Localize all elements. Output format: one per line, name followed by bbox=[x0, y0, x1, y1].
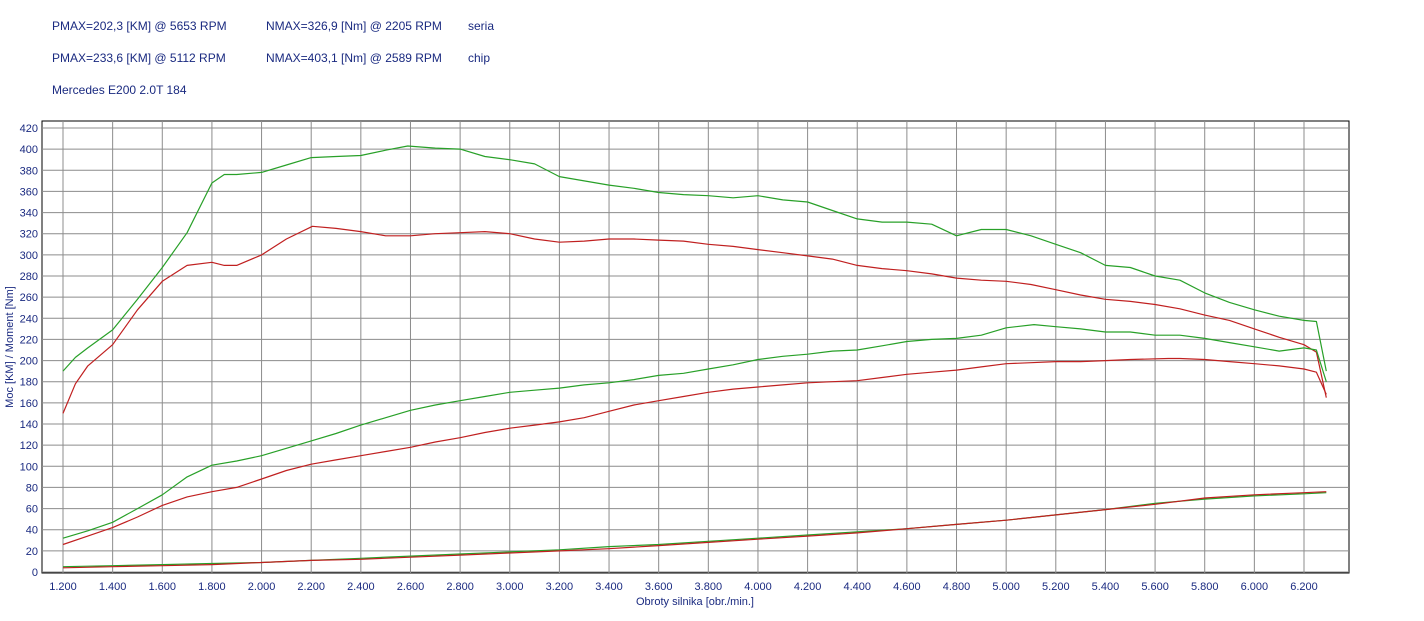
y-tick-label: 300 bbox=[20, 250, 38, 262]
y-tick-label: 120 bbox=[20, 440, 38, 452]
torque-stock-line bbox=[62, 225, 1327, 414]
x-tick-label: 5.400 bbox=[1092, 581, 1120, 593]
y-tick-label: 0 bbox=[32, 567, 38, 579]
y-tick-labels: 0 20 40 60 80 100 120 140 160 180 200 220 240 260 280 3… bbox=[20, 123, 38, 579]
y-tick-label: 200 bbox=[20, 356, 38, 368]
x-tick-label: 2.200 bbox=[297, 581, 325, 593]
y-tick-label: 140 bbox=[20, 419, 38, 431]
y-tick-label: 220 bbox=[20, 334, 38, 346]
x-tick-label: 4.400 bbox=[843, 581, 871, 593]
series-lines bbox=[62, 145, 1327, 569]
y-tick-label: 360 bbox=[20, 186, 38, 198]
power-stock-line bbox=[62, 357, 1327, 546]
x-axis-label: Obroty silnika [obr./min.] bbox=[636, 596, 754, 608]
grid bbox=[42, 121, 1349, 573]
label-chip: chip bbox=[468, 51, 491, 65]
y-tick-label: 100 bbox=[20, 461, 38, 473]
y-tick-label: 20 bbox=[26, 546, 38, 558]
x-tick-label: 3.600 bbox=[645, 581, 673, 593]
power-chip-line bbox=[62, 324, 1327, 539]
y-tick-label: 400 bbox=[20, 144, 38, 156]
x-tick-label: 3.000 bbox=[496, 581, 524, 593]
x-tick-label: 1.600 bbox=[149, 581, 177, 593]
nmax-seria: NMAX=326,9 [Nm] @ 2205 RPM bbox=[266, 19, 442, 33]
nmax-chip: NMAX=403,1 [Nm] @ 2589 RPM bbox=[266, 51, 442, 65]
x-tick-label: 4.800 bbox=[943, 581, 971, 593]
y-tick-label: 420 bbox=[20, 123, 38, 135]
x-tick-label: 3.400 bbox=[595, 581, 623, 593]
x-tick-labels: 1.200 1.400 1.600 1.800 2.000 2.200 2.400 2.600… bbox=[49, 581, 1318, 593]
y-axis-label: Moc [KM] / Moment [Nm] bbox=[4, 286, 16, 408]
car-model: Mercedes E200 2.0T 184 bbox=[52, 83, 187, 97]
x-tick-label: 4.200 bbox=[794, 581, 822, 593]
x-tick-label: 1.200 bbox=[49, 581, 77, 593]
x-tick-label: 5.200 bbox=[1042, 581, 1070, 593]
x-tick-label: 2.800 bbox=[446, 581, 474, 593]
x-tick-label: 2.400 bbox=[347, 581, 375, 593]
pmax-chip: PMAX=233,6 [KM] @ 5112 RPM bbox=[52, 51, 226, 65]
y-tick-label: 320 bbox=[20, 229, 38, 241]
x-tick-label: 4.000 bbox=[744, 581, 772, 593]
loss-stock-line bbox=[62, 491, 1327, 569]
plot-area bbox=[41, 120, 1350, 574]
x-tick-label: 5.000 bbox=[992, 581, 1020, 593]
x-tick-label: 3.200 bbox=[546, 581, 574, 593]
x-tick-label: 6.200 bbox=[1290, 581, 1318, 593]
pmax-seria: PMAX=202,3 [KM] @ 5653 RPM bbox=[52, 19, 227, 33]
y-tick-label: 260 bbox=[20, 292, 38, 304]
y-tick-label: 80 bbox=[26, 482, 38, 494]
y-tick-label: 60 bbox=[26, 504, 38, 516]
torque-chip-line bbox=[62, 145, 1327, 372]
x-tick-label: 5.600 bbox=[1141, 581, 1169, 593]
x-tick-label: 4.600 bbox=[893, 581, 921, 593]
y-tick-label: 380 bbox=[20, 165, 38, 177]
y-tick-label: 340 bbox=[20, 208, 38, 220]
x-tick-label: 1.400 bbox=[99, 581, 127, 593]
y-tick-label: 280 bbox=[20, 271, 38, 283]
x-tick-label: 5.800 bbox=[1191, 581, 1219, 593]
x-tick-label: 3.800 bbox=[695, 581, 723, 593]
y-tick-label: 160 bbox=[20, 398, 38, 410]
label-seria: seria bbox=[468, 19, 495, 33]
x-tick-label: 1.800 bbox=[198, 581, 226, 593]
x-tick-label: 2.600 bbox=[397, 581, 425, 593]
x-tick-label: 2.000 bbox=[248, 581, 276, 593]
x-tick-label: 6.000 bbox=[1241, 581, 1269, 593]
y-tick-label: 240 bbox=[20, 313, 38, 325]
y-tick-label: 40 bbox=[26, 525, 38, 537]
y-tick-label: 180 bbox=[20, 377, 38, 389]
